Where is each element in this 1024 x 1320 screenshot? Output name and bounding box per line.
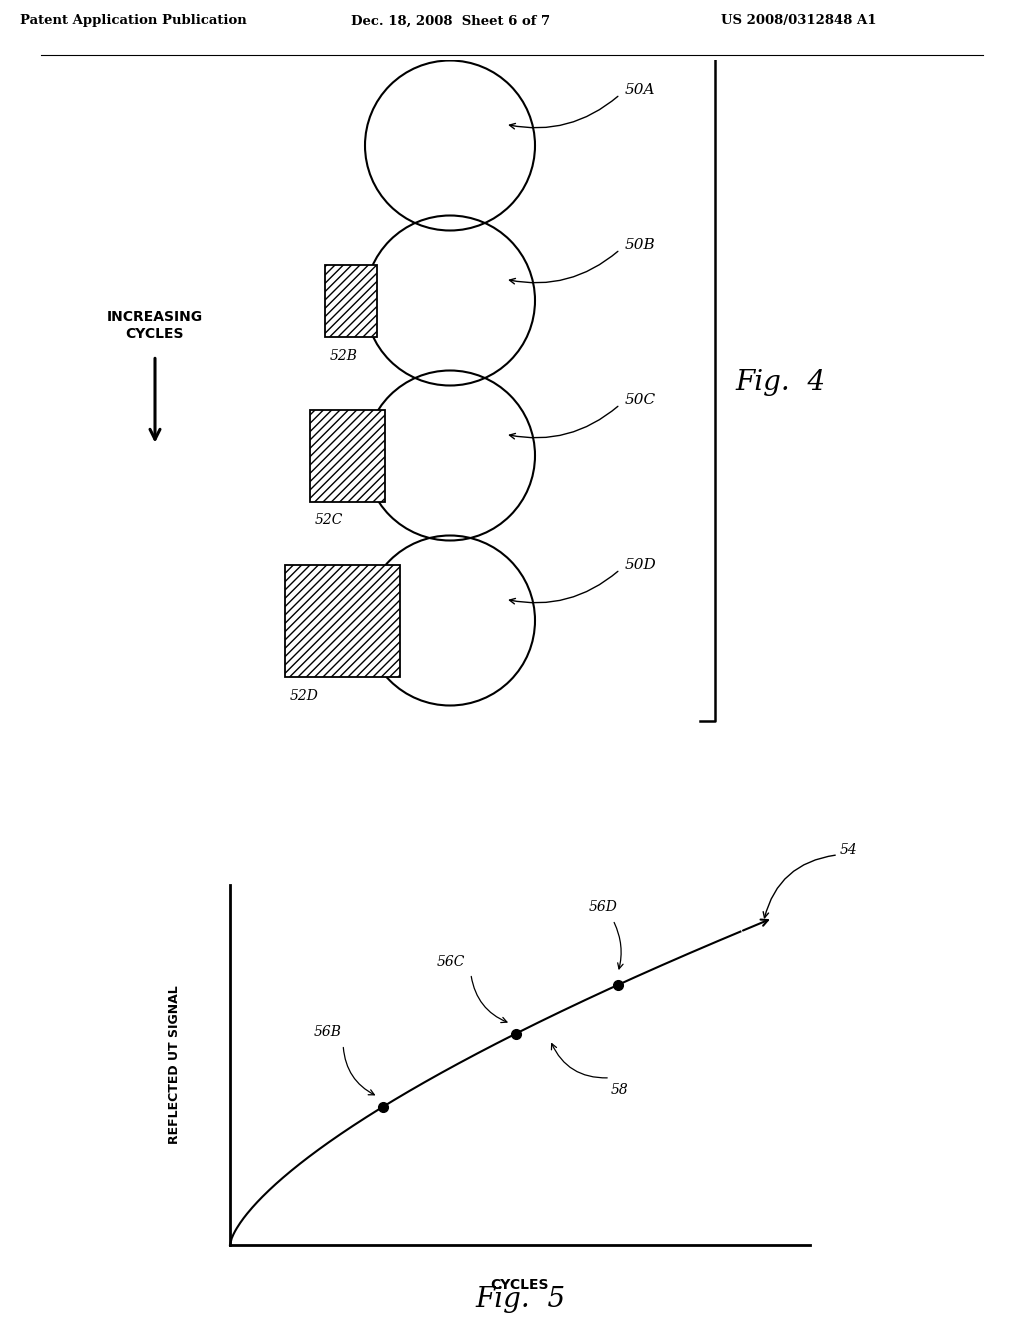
Text: 56C: 56C — [436, 954, 465, 969]
Text: Fig.  5: Fig. 5 — [475, 1286, 565, 1313]
Bar — [310, 409, 385, 502]
Bar — [285, 565, 400, 676]
Text: Dec. 18, 2008  Sheet 6 of 7: Dec. 18, 2008 Sheet 6 of 7 — [351, 15, 550, 28]
Text: REFLECTED UT SIGNAL: REFLECTED UT SIGNAL — [169, 986, 181, 1144]
Text: 52C: 52C — [315, 513, 343, 528]
Text: 50D: 50D — [625, 558, 656, 573]
Text: Patent Application Publication: Patent Application Publication — [19, 15, 247, 28]
Text: 58: 58 — [611, 1082, 629, 1097]
Bar — [285, 565, 400, 676]
Text: 56B: 56B — [314, 1024, 342, 1039]
Text: INCREASING
CYCLES: INCREASING CYCLES — [106, 310, 203, 341]
Text: 50A: 50A — [625, 83, 655, 98]
Text: 50B: 50B — [625, 238, 655, 252]
Text: CYCLES: CYCLES — [490, 1278, 549, 1292]
Text: Fig.  4: Fig. 4 — [735, 370, 825, 396]
Bar — [325, 264, 377, 337]
Text: 54: 54 — [840, 842, 858, 857]
Bar — [310, 409, 385, 502]
Text: 56D: 56D — [589, 900, 617, 913]
Text: 52D: 52D — [290, 689, 318, 702]
Text: 50C: 50C — [625, 393, 656, 408]
Bar — [325, 264, 377, 337]
Text: 52B: 52B — [330, 348, 358, 363]
Text: US 2008/0312848 A1: US 2008/0312848 A1 — [721, 15, 877, 28]
